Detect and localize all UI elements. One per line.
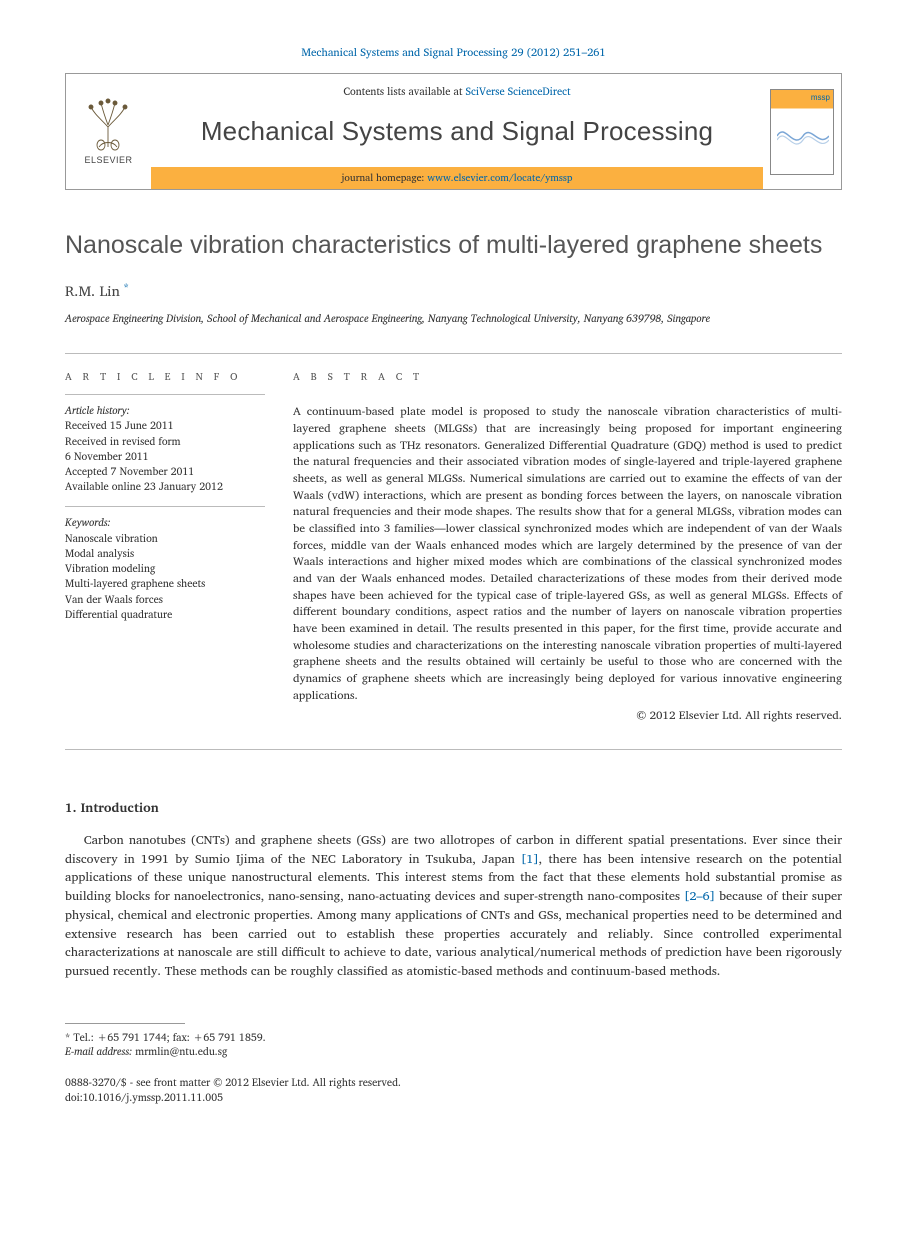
contents-prefix: Contents lists available at (343, 82, 465, 100)
keywords-block: Keywords: Nanoscale vibration Modal anal… (65, 515, 265, 622)
publisher-logo-cell: ELSEVIER (66, 74, 151, 189)
divider (65, 506, 265, 507)
journal-title: Mechanical Systems and Signal Processing (159, 113, 755, 151)
section-heading-introduction: 1. Introduction (65, 798, 842, 817)
contents-lists-line: Contents lists available at SciVerse Sci… (159, 84, 755, 99)
sciencedirect-link[interactable]: SciVerse ScienceDirect (465, 82, 570, 100)
header-center: Contents lists available at SciVerse Sci… (151, 74, 763, 189)
keyword: Differential quadrature (65, 605, 172, 623)
doi-line: doi:10.1016/j.ymssp.2011.11.005 (65, 1090, 842, 1105)
journal-reference: Mechanical Systems and Signal Processing… (65, 45, 842, 61)
abstract-column: A B S T R A C T A continuum-based plate … (293, 354, 842, 725)
info-abstract-row: A R T I C L E I N F O Article history: R… (65, 353, 842, 725)
journal-header-box: ELSEVIER Contents lists available at Sci… (65, 73, 842, 190)
article-history-block: Article history: Received 15 June 2011 R… (65, 403, 265, 494)
citation-link[interactable]: [2–6] (684, 886, 715, 906)
homepage-prefix: journal homepage: (342, 170, 428, 186)
introduction-body: Carbon nanotubes (CNTs) and graphene she… (65, 831, 842, 981)
affiliation: Aerospace Engineering Division, School o… (65, 311, 842, 326)
journal-homepage-bar: journal homepage: www.elsevier.com/locat… (151, 167, 763, 190)
abstract-label: A B S T R A C T (293, 370, 842, 385)
cover-journal-abbrev: mssp (811, 92, 830, 104)
divider (65, 749, 842, 750)
citation-link[interactable]: [1] (521, 849, 539, 869)
article-title: Nanoscale vibration characteristics of m… (65, 230, 842, 261)
journal-cover-cell: mssp (763, 74, 841, 189)
journal-cover-thumb: mssp (770, 89, 834, 175)
footnote-rule (65, 1023, 185, 1024)
front-matter-meta: 0888-3270/$ - see front matter © 2012 El… (65, 1075, 842, 1104)
author-line: R.M. Lin * (65, 278, 842, 302)
elsevier-tree-icon (81, 97, 136, 152)
article-info-label: A R T I C L E I N F O (65, 370, 265, 385)
corresp-email: mrmlin@ntu.edu.sg (132, 1042, 227, 1060)
publisher-name: ELSEVIER (84, 154, 132, 167)
author-name: R.M. Lin (65, 279, 120, 302)
article-info-column: A R T I C L E I N F O Article history: R… (65, 354, 265, 725)
footnotes: * Tel.: +65 791 1744; fax: +65 791 1859.… (65, 1030, 842, 1059)
divider (65, 394, 265, 395)
abstract-text: A continuum-based plate model is propose… (293, 404, 842, 704)
author-corresp-marker[interactable]: * (123, 278, 129, 296)
email-label: E-mail address: (65, 1042, 132, 1060)
abstract-copyright: © 2012 Elsevier Ltd. All rights reserved… (293, 708, 842, 725)
history-line: Available online 23 January 2012 (65, 477, 223, 495)
cover-wave-icon (777, 118, 829, 154)
journal-homepage-link[interactable]: www.elsevier.com/locate/ymssp (427, 170, 572, 186)
